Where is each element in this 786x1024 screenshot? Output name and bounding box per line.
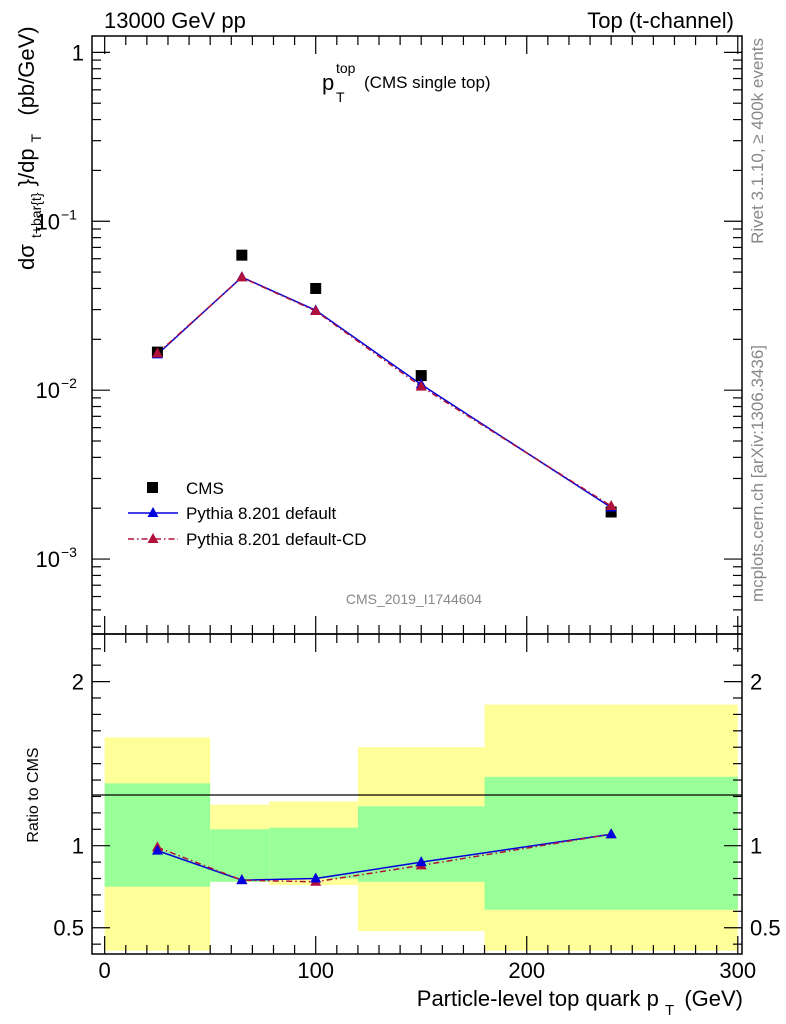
header-right: Top (t-channel): [587, 8, 734, 33]
ratio-pythia-default-point: [310, 872, 322, 883]
main-x-ticks: [104, 36, 739, 634]
xlabel-main: Particle-level top quark p: [417, 986, 659, 1011]
main-y-tick-exponent: −2: [61, 375, 77, 391]
ratio-band-green: [357, 806, 485, 882]
legend-marker-cms: [147, 482, 158, 493]
ratio-band-green: [484, 776, 738, 910]
main-y-tick-label: 1: [72, 40, 84, 65]
main-y-ticks: 110−110−210−3: [36, 40, 742, 627]
legend-label-default: Pythia 8.201 default: [186, 504, 337, 523]
ratio-y-tick-label-left: 0.5: [53, 916, 84, 941]
pythia-default-cd-point: [310, 305, 322, 316]
ratio-uncertainty-bands: [104, 704, 738, 951]
ratio-pythia-default-point: [605, 828, 617, 839]
ratio-pythia-default-point: [415, 856, 427, 867]
pythia-default-line: [156, 276, 612, 509]
rivet-version-label: Rivet 3.1.10, ≥ 400k events: [748, 38, 767, 244]
header-left: 13000 GeV pp: [104, 8, 246, 33]
svg-text:dσ t+bar{t} }/: dσ t+bar{t} }/dp T (pb/GeV): [14, 26, 46, 270]
plot-title-note: (CMS single top): [364, 73, 491, 92]
plot-title-sub: T: [336, 89, 345, 105]
legend-marker-default-cd: [147, 533, 159, 543]
x-tick-label: 300: [719, 958, 756, 983]
plot-title-sup: top: [336, 60, 356, 76]
legend-marker-default: [147, 507, 159, 517]
pythia-default-cd-point: [415, 380, 427, 391]
main-panel: 110−110−210−3 p top T (CMS single top) C…: [14, 26, 743, 635]
cms-data-point: [415, 370, 427, 382]
ratio-y-tick-label-left: 2: [72, 670, 84, 695]
ratio-y-tick-label-left: 1: [72, 834, 84, 859]
ylabel-sub: t+bar{t}: [28, 192, 44, 238]
main-series-markers: [151, 249, 617, 518]
ratio-band-green: [269, 827, 358, 879]
main-y-tick-label: 10: [36, 209, 60, 234]
ratio-y-tick-label-right: 2: [750, 670, 762, 695]
ratio-y-ticks: 0.5 0.5 1 1 2 2: [53, 648, 781, 945]
ratio-y-tick-label-right: 0.5: [750, 916, 781, 941]
pythia-default-cd-line: [156, 276, 612, 507]
ratio-x-ticks: 0 100 200 300: [99, 634, 756, 983]
analysis-id: CMS_2019_I1744604: [346, 591, 482, 607]
x-axis-title: Particle-level top quark p T (GeV): [417, 986, 743, 1020]
plot-title-main: p: [322, 70, 334, 95]
ratio-band-green: [210, 829, 270, 882]
cms-data-point: [310, 282, 322, 294]
ratio-panel: 0.5 0.5 1 1 2 2 0 100 200 300 Ratio to CMS Parti…: [25, 633, 781, 1020]
ratio-y-tick-label-right: 1: [750, 834, 762, 859]
ratio-pythia-default-point: [151, 844, 163, 855]
pythia-default-cd-point: [236, 271, 248, 282]
ratio-band-green: [104, 783, 211, 887]
main-y-tick-label: 10: [36, 547, 60, 572]
main-y-tick-exponent: −1: [61, 206, 77, 222]
cms-data-point: [605, 506, 617, 518]
main-y-tick-label: 10: [36, 378, 60, 403]
cms-data-point: [236, 249, 248, 261]
ylabel-mid: }/dp: [14, 148, 39, 186]
ylabel-unit: (pb/GeV): [14, 26, 39, 115]
ratio-y-axis-title: Ratio to CMS: [25, 747, 42, 842]
legend-label-cms: CMS: [186, 479, 224, 498]
main-series-lines: [156, 276, 612, 509]
main-y-axis-title: dσ t+bar{t} }/dp T (pb/GeV): [14, 26, 46, 270]
ratio-panel-frame: [91, 633, 743, 955]
xlabel-sub: T: [665, 1002, 674, 1019]
pythia-default-cd-point: [151, 347, 163, 358]
x-tick-label: 0: [99, 958, 111, 983]
legend: CMS Pythia 8.201 default Pythia 8.201 de…: [128, 479, 367, 549]
legend-label-default-cd: Pythia 8.201 default-CD: [186, 530, 367, 549]
ratio-pythia-default-point: [236, 874, 248, 885]
ylabel-sub2: T: [28, 133, 44, 142]
main-y-tick-exponent: −3: [61, 544, 77, 560]
x-tick-label: 200: [508, 958, 545, 983]
pythia-default-cd-point: [605, 500, 617, 511]
mcplots-label: mcplots.cern.ch [arXiv:1306.3436]: [748, 345, 767, 602]
ylabel-d: dσ: [14, 244, 39, 270]
plot-title: p: [322, 70, 334, 95]
ratio-series-markers: [151, 828, 617, 886]
xlabel-unit: (GeV): [684, 986, 743, 1011]
x-tick-label: 100: [297, 958, 334, 983]
